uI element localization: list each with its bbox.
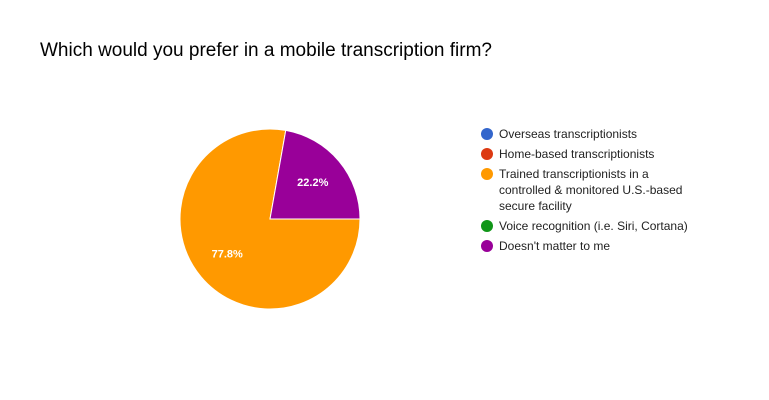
- legend-item: Home-based transcriptionists: [481, 146, 696, 162]
- legend-label: Overseas transcriptionists: [499, 127, 638, 141]
- slice-label: 22.2%: [297, 177, 328, 189]
- legend-marker: [481, 240, 493, 252]
- legend-label: Trained transcriptionists in a controlle…: [499, 167, 683, 213]
- legend-item: Overseas transcriptionists: [481, 126, 696, 142]
- pie-slice: [179, 128, 361, 310]
- legend-marker: [481, 128, 493, 140]
- legend-marker: [481, 148, 493, 160]
- slice-label: 77.8%: [212, 249, 243, 261]
- legend-label: Doesn't matter to me: [499, 239, 610, 253]
- legend-label: Voice recognition (i.e. Siri, Cortana): [499, 219, 688, 233]
- legend-marker: [481, 220, 493, 232]
- chart-title: Which would you prefer in a mobile trans…: [40, 40, 492, 61]
- legend-marker: [481, 168, 493, 180]
- pie-slice: [269, 129, 361, 220]
- legend-label: Home-based transcriptionists: [499, 147, 655, 161]
- legend-item: Doesn't matter to me: [481, 238, 696, 254]
- legend-item: Voice recognition (i.e. Siri, Cortana): [481, 218, 696, 234]
- legend: Overseas transcriptionists Home-based tra…: [481, 126, 696, 258]
- legend-item: Trained transcriptionists in a controlle…: [481, 166, 696, 214]
